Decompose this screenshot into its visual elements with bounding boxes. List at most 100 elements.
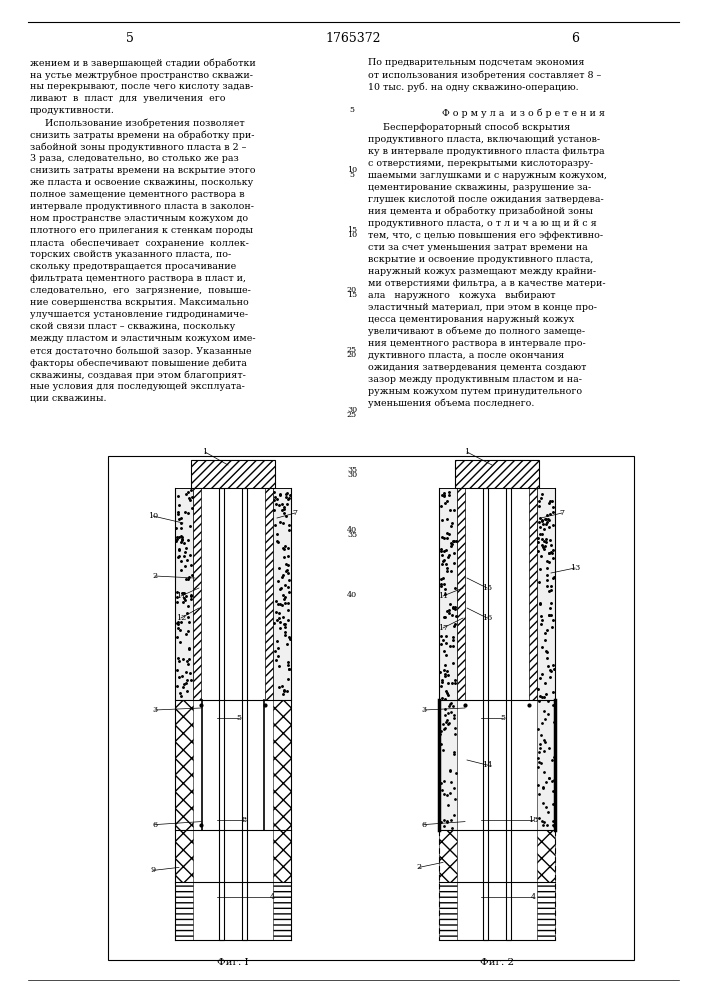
Point	[534, 736, 546, 752]
Point	[185, 591, 197, 607]
Point	[439, 701, 450, 717]
Point	[177, 651, 189, 667]
Point	[435, 775, 446, 791]
Text: ала   наружного   кожуха   выбирают: ала наружного кожуха выбирают	[368, 291, 556, 300]
Text: По предварительным подсчетам экономия: По предварительным подсчетам экономия	[368, 58, 585, 67]
Point	[448, 555, 460, 571]
Point	[274, 658, 285, 674]
Point	[170, 520, 182, 536]
Text: 7: 7	[293, 509, 298, 517]
Point	[185, 587, 197, 603]
Point	[184, 640, 195, 656]
Point	[544, 495, 555, 511]
Text: 3 раза, следовательно, во столько же раз: 3 раза, следовательно, во столько же раз	[30, 154, 239, 163]
Point	[279, 595, 291, 611]
Text: продуктивного пласта, включающий установ-: продуктивного пласта, включающий установ…	[368, 135, 600, 144]
Point	[450, 599, 461, 615]
Point	[284, 487, 296, 503]
Point	[440, 657, 451, 673]
Text: 3: 3	[153, 706, 158, 714]
Point	[282, 602, 293, 618]
Point	[438, 487, 449, 503]
Point	[534, 596, 546, 612]
Point	[173, 616, 184, 632]
Point	[443, 549, 454, 565]
Point	[441, 813, 452, 829]
Point	[283, 557, 294, 573]
Text: 35: 35	[347, 466, 357, 474]
Point	[175, 515, 187, 531]
Point	[442, 511, 453, 527]
Point	[442, 667, 453, 683]
Point	[539, 632, 551, 648]
Point	[279, 683, 290, 699]
Bar	[265, 488, 273, 700]
Point	[270, 517, 281, 533]
Point	[449, 710, 460, 726]
Text: 10: 10	[347, 166, 357, 174]
Point	[175, 528, 187, 544]
Point	[436, 529, 448, 545]
Point	[276, 597, 288, 613]
Point	[534, 810, 545, 826]
Point	[178, 535, 189, 551]
Point	[443, 715, 454, 731]
Point	[438, 553, 449, 569]
Point	[439, 586, 450, 602]
Point	[179, 676, 190, 692]
Point	[280, 489, 291, 505]
Point	[536, 689, 547, 705]
Point	[438, 643, 450, 659]
Point	[534, 510, 545, 526]
Point	[171, 678, 182, 694]
Point	[444, 762, 455, 778]
Point	[185, 557, 197, 573]
Point	[445, 774, 457, 790]
Text: шаемыми заглушками и с наружным кожухом,: шаемыми заглушками и с наружным кожухом,	[368, 171, 607, 180]
Point	[273, 610, 284, 626]
Point	[281, 508, 292, 524]
Point	[271, 491, 283, 507]
Point	[532, 530, 544, 546]
Point	[441, 814, 452, 830]
Point	[177, 532, 188, 548]
Point	[446, 538, 457, 554]
Point	[280, 556, 291, 572]
Point	[175, 688, 187, 704]
Text: ливают  в  пласт  для  увеличения  его: ливают в пласт для увеличения его	[30, 94, 226, 103]
Point	[449, 726, 460, 742]
Point	[449, 720, 460, 736]
Point	[271, 612, 282, 628]
Point	[284, 584, 295, 600]
Text: 2: 2	[153, 572, 158, 580]
Point	[441, 685, 452, 701]
Bar	[537, 700, 555, 830]
Text: улучшается установление гидродинамиче-: улучшается установление гидродинамиче-	[30, 310, 248, 319]
Bar	[108, 456, 634, 960]
Point	[183, 651, 194, 667]
Text: между пластом и эластичным кожухом име-: между пластом и эластичным кожухом име-	[30, 334, 256, 343]
Point	[537, 715, 548, 731]
Text: увеличивают в объеме до полного замеще-: увеличивают в объеме до полного замеще-	[368, 327, 585, 336]
Text: 15: 15	[347, 226, 357, 234]
Point	[441, 563, 452, 579]
Text: 6: 6	[153, 821, 158, 829]
Point	[173, 542, 185, 558]
Text: пласта  обеспечивает  сохранение  коллек-: пласта обеспечивает сохранение коллек-	[30, 238, 249, 247]
Text: интервале продуктивного пласта в заколон-: интервале продуктивного пласта в заколон…	[30, 202, 254, 211]
Point	[279, 619, 291, 635]
Point	[173, 511, 185, 527]
Point	[442, 716, 453, 732]
Point	[543, 583, 554, 599]
Point	[272, 648, 284, 664]
Point	[186, 489, 197, 505]
Point	[180, 588, 192, 604]
Point	[180, 626, 192, 642]
Point	[541, 531, 552, 547]
Point	[176, 529, 187, 545]
Point	[435, 636, 446, 652]
Point	[545, 607, 556, 623]
Point	[542, 560, 553, 576]
Point	[273, 640, 284, 656]
Point	[284, 661, 295, 677]
